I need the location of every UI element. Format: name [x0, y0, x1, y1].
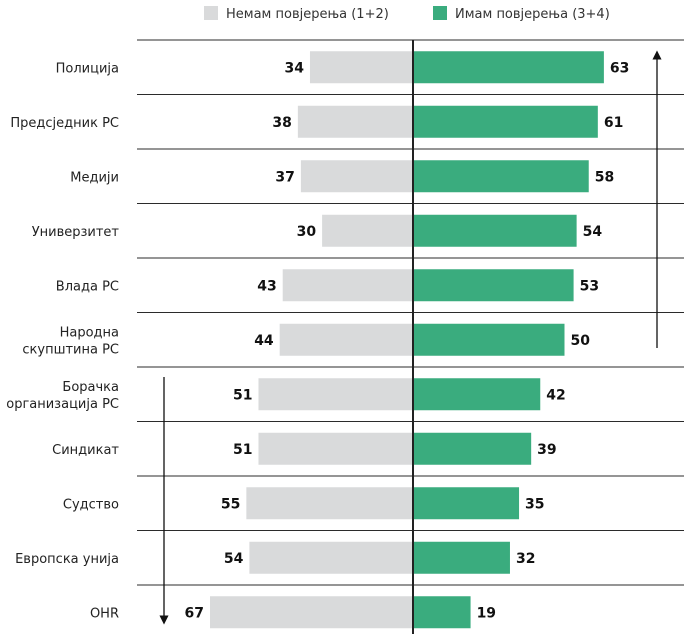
bar-trust	[413, 269, 574, 302]
legend: Немам повјерења (1+2) Имам повјерења (3+4…	[204, 6, 610, 22]
value-label-trust: 19	[477, 605, 496, 621]
bar-trust	[413, 432, 532, 465]
bar-trust	[413, 487, 520, 520]
value-label-no-trust: 34	[284, 60, 304, 76]
value-label-no-trust: 55	[221, 496, 240, 512]
bars	[209, 51, 604, 629]
value-label-no-trust: 38	[272, 115, 291, 131]
bar-trust	[413, 160, 589, 193]
bar-trust	[413, 541, 510, 574]
category-label: Европска унија	[15, 552, 119, 567]
value-label-trust: 54	[583, 224, 603, 240]
value-label-trust: 63	[610, 60, 629, 76]
category-label: Медији	[70, 170, 119, 185]
category-label: Синдикат	[52, 443, 119, 458]
bar-no-trust	[309, 51, 413, 84]
legend-label-0: Немам повјерења (1+2)	[226, 7, 389, 22]
bar-no-trust	[258, 378, 413, 411]
legend-swatch-1	[433, 6, 447, 20]
category-label: OHR	[90, 606, 119, 621]
bar-no-trust	[300, 160, 413, 193]
category-label: Предсједник РС	[10, 116, 119, 131]
value-label-trust: 35	[525, 496, 544, 512]
category-label: Судство	[63, 497, 119, 512]
bar-no-trust	[249, 541, 413, 574]
bar-trust	[413, 323, 565, 356]
gridlines	[137, 39, 684, 586]
value-label-trust: 61	[604, 115, 623, 131]
bar-no-trust	[209, 596, 413, 629]
labels: 34 63 Полиција 38 61 Предсједник РС 37 58 Медији…	[6, 60, 629, 621]
category-label: Универзитет	[32, 225, 120, 240]
value-label-trust: 58	[595, 169, 614, 185]
value-label-trust: 50	[571, 333, 591, 349]
value-label-no-trust: 43	[257, 278, 276, 294]
value-label-trust: 32	[516, 551, 535, 567]
bar-no-trust	[297, 105, 413, 138]
bar-no-trust	[279, 323, 413, 356]
value-label-no-trust: 67	[185, 605, 204, 621]
bar-trust	[413, 51, 604, 84]
value-label-trust: 42	[546, 387, 565, 403]
bar-trust	[413, 214, 577, 247]
category-label: Борачка	[62, 380, 119, 395]
bar-no-trust	[322, 214, 413, 247]
bar-no-trust	[246, 487, 413, 520]
bar-trust	[413, 105, 598, 138]
value-label-no-trust: 44	[254, 333, 274, 349]
bar-no-trust	[258, 432, 413, 465]
legend-swatch-0	[204, 6, 218, 20]
category-label: Влада РС	[56, 279, 119, 294]
value-label-trust: 39	[537, 442, 556, 458]
category-label: Народна	[60, 325, 119, 340]
category-label: организација РС	[6, 397, 119, 412]
value-label-no-trust: 51	[233, 442, 252, 458]
bar-trust	[413, 378, 541, 411]
value-label-no-trust: 30	[297, 224, 317, 240]
bar-no-trust	[282, 269, 413, 302]
value-label-trust: 53	[580, 278, 599, 294]
value-label-no-trust: 54	[224, 551, 244, 567]
legend-label-1: Имам повјерења (3+4)	[455, 7, 610, 22]
bar-trust	[413, 596, 471, 629]
value-label-no-trust: 51	[233, 387, 252, 403]
category-label: Полиција	[56, 61, 119, 76]
category-label: скупштина РС	[22, 342, 119, 357]
value-label-no-trust: 37	[275, 169, 294, 185]
